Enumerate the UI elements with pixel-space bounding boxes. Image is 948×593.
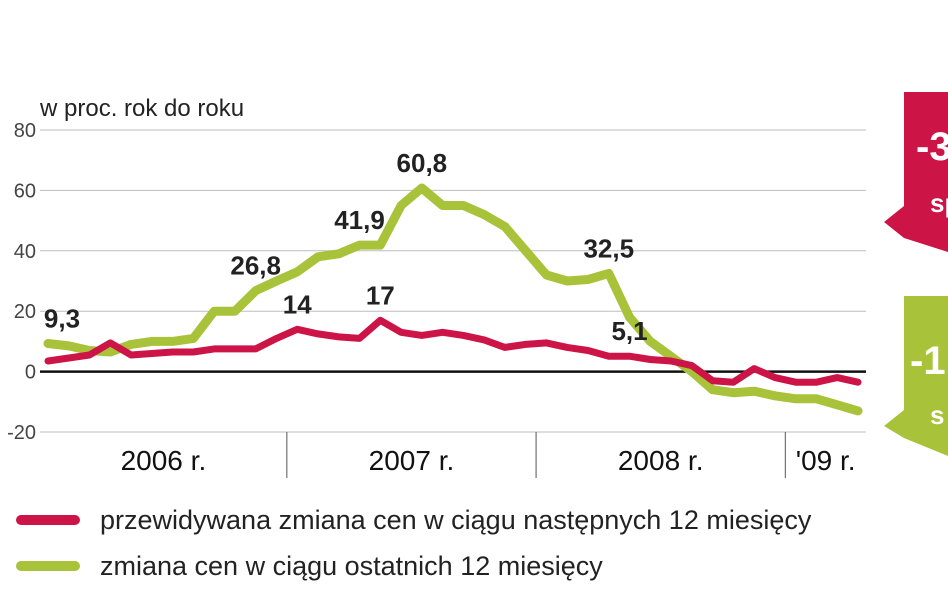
series-line-1 xyxy=(43,183,863,416)
data-label: 17 xyxy=(366,280,395,310)
badge-green: -1 s xyxy=(884,296,948,456)
legend-swatch-red xyxy=(16,515,80,525)
badge-red-sub: sp xyxy=(930,188,948,218)
badge-green-shape xyxy=(884,296,948,456)
period-label: 2006 r. xyxy=(121,445,207,476)
legend-label-forecast: przewidywana zmiana cen w ciągu następny… xyxy=(100,504,812,535)
y-tick-label: 40 xyxy=(14,241,36,263)
legend-label-past: zmiana cen w ciągu ostatnich 12 miesięcy xyxy=(100,550,603,581)
badge-red: -3 sp xyxy=(884,92,948,252)
data-label: 9,3 xyxy=(44,304,80,334)
data-label: 32,5 xyxy=(583,233,634,263)
y-tick-label: 0 xyxy=(25,362,36,384)
period-label: 2008 r. xyxy=(618,445,704,476)
period-label: '09 r. xyxy=(796,445,856,476)
y-axis-label: w proc. rok do roku xyxy=(39,95,244,122)
period-labels: 2006 r. 2007 r. 2008 r. '09 r. xyxy=(121,445,856,476)
period-separators xyxy=(286,432,786,478)
y-tick-label: -20 xyxy=(7,422,36,444)
data-label: 14 xyxy=(283,289,312,319)
badge-green-main: -1 xyxy=(910,339,946,383)
legend-item-forecast: przewidywana zmiana cen w ciągu następny… xyxy=(16,500,811,540)
badge-green-sub: s xyxy=(930,400,944,430)
legend-item-past: zmiana cen w ciągu ostatnich 12 miesięcy xyxy=(16,546,603,586)
y-tick-label: 20 xyxy=(14,301,36,323)
data-label: 60,8 xyxy=(397,148,448,178)
badge-red-main: -3 xyxy=(916,125,948,169)
series-lines xyxy=(43,183,863,416)
y-tick-labels: 80 60 40 20 0 -20 xyxy=(7,120,36,444)
y-tick-label: 80 xyxy=(14,120,36,142)
data-labels: 9,3 26,8 41,9 60,8 32,5 14 17 5,1 xyxy=(44,148,648,346)
gridlines xyxy=(40,129,866,433)
series-line-0 xyxy=(44,316,862,386)
badge-red-shape xyxy=(884,92,948,252)
data-label: 26,8 xyxy=(230,251,281,281)
y-tick-label: 60 xyxy=(14,180,36,202)
data-label: 5,1 xyxy=(611,316,647,346)
data-label: 41,9 xyxy=(334,205,385,235)
legend-swatch-green xyxy=(16,561,80,571)
period-label: 2007 r. xyxy=(369,445,455,476)
